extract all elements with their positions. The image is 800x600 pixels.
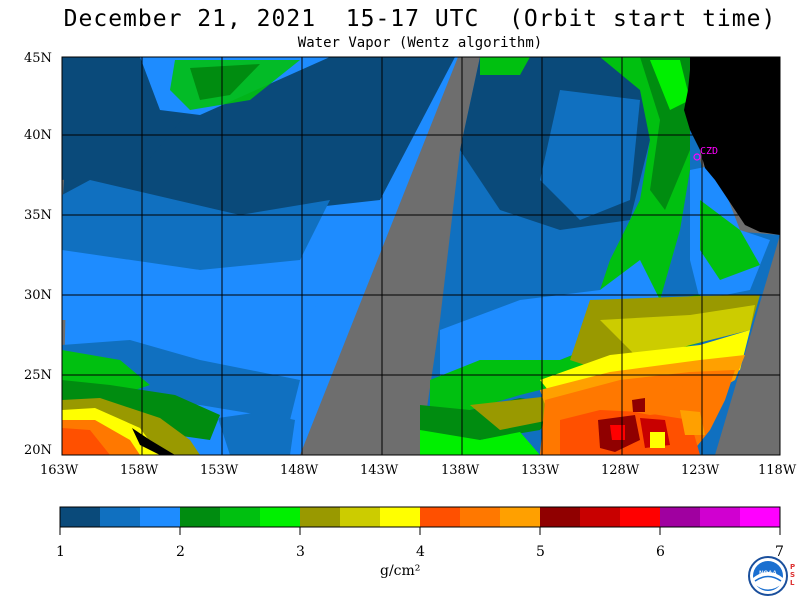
colorbar-swatch	[580, 507, 621, 527]
colorbar-swatch	[340, 507, 381, 527]
colorbar-swatch	[180, 507, 221, 527]
colorbar-tick-7: 7	[775, 544, 784, 560]
map-subtitle: Water Vapor (Wentz algorithm)	[297, 35, 543, 51]
lon-label-118w: 118W	[758, 463, 797, 478]
station-czd-marker	[693, 153, 701, 161]
lat-label-30n: 30N	[24, 288, 52, 303]
colorbar-swatch	[660, 507, 701, 527]
lat-label-40n: 40N	[24, 128, 52, 143]
colorbar-ticks	[59, 527, 781, 535]
lon-label-158w: 158W	[120, 463, 159, 478]
map-grid	[62, 57, 780, 455]
colorbar-swatch	[700, 507, 741, 527]
station-label: CZD	[700, 146, 719, 157]
western-swath	[62, 57, 458, 455]
land-mass	[684, 57, 780, 235]
colorbar-swatch	[260, 507, 301, 527]
colorbar-units: g/cm²	[380, 563, 421, 579]
lat-label-20n: 20N	[24, 443, 52, 458]
colorbar-swatch	[300, 507, 341, 527]
lon-label-123w: 123W	[681, 463, 720, 478]
colorbar-tick-6: 6	[656, 544, 665, 560]
map-frame	[61, 56, 781, 456]
lon-label-148w: 148W	[280, 463, 319, 478]
lat-label-25n: 25N	[24, 368, 52, 383]
colorbar-swatch	[60, 507, 101, 527]
colorbar-swatch	[540, 507, 581, 527]
colorbar-swatch	[220, 507, 261, 527]
map-title: December 21, 2021 15-17 UTC (Orbit start…	[63, 6, 777, 32]
noaa-logo: NOAA	[748, 556, 788, 596]
colorbar-tick-2: 2	[176, 544, 185, 560]
lon-label-153w: 153W	[200, 463, 239, 478]
eastern-swath	[420, 57, 780, 455]
lon-label-163w: 163W	[40, 463, 79, 478]
lon-label-128w: 128W	[601, 463, 640, 478]
colorbar-swatch	[100, 507, 141, 527]
svg-text:NOAA: NOAA	[759, 571, 777, 577]
colorbar-swatch	[740, 507, 781, 527]
lat-label-35n: 35N	[24, 208, 52, 223]
colorbar-swatch	[620, 507, 661, 527]
colorbar	[60, 507, 781, 527]
colorbar-swatch	[420, 507, 461, 527]
colorbar-swatch	[460, 507, 501, 527]
map-field	[62, 57, 780, 455]
colorbar-swatch	[380, 507, 421, 527]
lon-label-138w: 138W	[441, 463, 480, 478]
lon-label-143w: 143W	[360, 463, 399, 478]
colorbar-swatch	[500, 507, 541, 527]
lon-label-133w: 133W	[521, 463, 560, 478]
colorbar-swatch	[140, 507, 181, 527]
colorbar-tick-1: 1	[56, 544, 65, 560]
colorbar-tick-4: 4	[416, 544, 425, 560]
lat-label-45n: 45N	[24, 51, 52, 66]
colorbar-tick-3: 3	[296, 544, 305, 560]
colorbar-tick-5: 5	[536, 544, 545, 560]
